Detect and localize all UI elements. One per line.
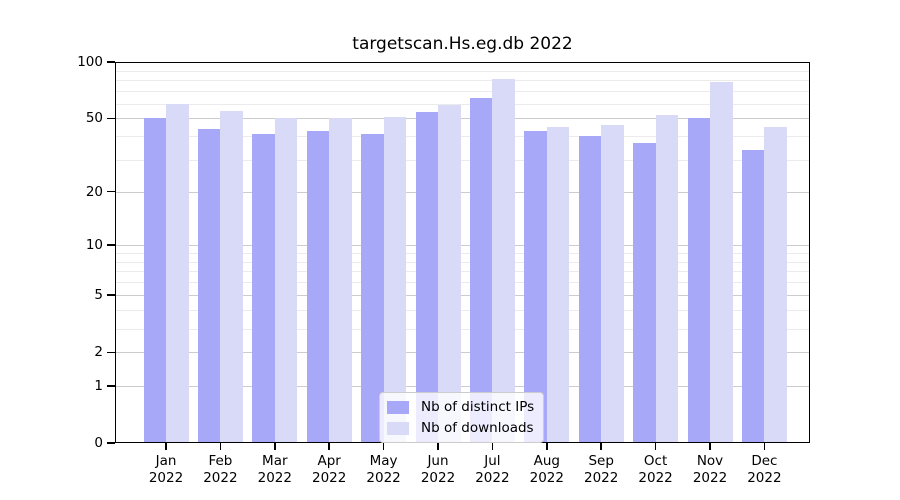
bar-downloads-jan (166, 103, 189, 443)
y-tick-label-2: 2 (94, 344, 103, 361)
y-tick-1 (107, 385, 115, 387)
bar-distinct-ips-dec (741, 149, 765, 443)
gridline-minor-90 (115, 70, 810, 72)
y-tick-20 (107, 190, 115, 193)
legend-label-distinct-ips: Nb of distinct IPs (421, 399, 535, 415)
x-tick-label-oct: Oct 2022 (638, 453, 673, 486)
bar-distinct-ips-sep (578, 136, 602, 443)
x-tick-label-dec: Dec 2022 (747, 453, 782, 486)
legend-item-downloads: Nb of downloads (387, 420, 534, 436)
bar-downloads-feb (220, 110, 243, 443)
bar-distinct-ips-apr (306, 130, 330, 443)
y-tick-50 (107, 117, 115, 120)
bar-downloads-oct (655, 115, 679, 443)
bar-distinct-ips-jan (143, 118, 166, 443)
gridline-minor-80 (115, 80, 810, 82)
y-tick-2 (107, 351, 115, 354)
y-tick-5 (107, 294, 115, 296)
bar-downloads-dec (764, 126, 787, 443)
x-tick-label-may: May 2022 (366, 453, 401, 486)
y-tick-label-10: 10 (85, 237, 103, 254)
gridline-minor-7 (115, 271, 810, 273)
y-tick-label-100: 100 (77, 54, 103, 70)
y-tick-0 (107, 442, 115, 444)
bar-downloads-aug (546, 126, 570, 443)
legend-swatch-downloads (387, 421, 409, 435)
bar-distinct-ips-jul (469, 98, 493, 443)
y-tick-label-0: 0 (94, 435, 103, 451)
gridline-minor-3 (115, 328, 810, 330)
gridline-minor-6 (115, 282, 810, 284)
gridline-minor-4 (115, 310, 810, 312)
bar-downloads-jul (492, 79, 515, 443)
x-tick-label-jan: Jan 2022 (148, 453, 184, 486)
x-tick-label-sep: Sep 2022 (584, 453, 619, 486)
gridline-major-1 (115, 385, 810, 387)
gridline-major-5 (115, 295, 810, 297)
bar-distinct-ips-feb (197, 128, 221, 443)
gridline-minor-30 (115, 159, 810, 161)
x-tick-dec (763, 443, 766, 450)
x-tick-nov (709, 443, 711, 450)
bar-distinct-ips-oct (633, 142, 656, 443)
x-tick-may (382, 443, 385, 450)
bar-downloads-nov (710, 82, 733, 443)
x-tick-label-mar: Mar 2022 (257, 453, 292, 486)
bar-downloads-jun (438, 105, 461, 443)
bar-downloads-may (383, 116, 407, 443)
bar-downloads-mar (274, 118, 298, 443)
y-tick-100 (107, 61, 115, 63)
x-tick-mar (274, 443, 276, 450)
y-tick-label-5: 5 (94, 287, 103, 304)
bar-distinct-ips-nov (687, 118, 710, 443)
x-tick-aug (546, 443, 548, 450)
y-tick-10 (107, 244, 115, 246)
x-tick-label-apr: Apr 2022 (312, 453, 347, 486)
bar-distinct-ips-jun (415, 112, 438, 443)
bar-downloads-sep (601, 125, 624, 443)
gridline-minor-60 (115, 103, 810, 105)
gridline-major-10 (115, 245, 810, 247)
y-tick-label-20: 20 (85, 183, 103, 200)
gridline-minor-9 (115, 252, 810, 254)
chart-title: targetscan.Hs.eg.db 2022 (352, 34, 573, 54)
x-tick-jan (165, 443, 167, 450)
x-tick-jul (491, 443, 494, 450)
x-tick-label-feb: Feb 2022 (203, 453, 238, 486)
bar-downloads-apr (329, 118, 352, 443)
gridline-major-20 (115, 191, 810, 193)
legend: Nb of distinct IPs Nb of downloads (379, 392, 545, 443)
gridline-major-50 (115, 118, 810, 120)
gridline-minor-8 (115, 261, 810, 263)
x-tick-apr (328, 443, 330, 450)
bar-distinct-ips-mar (252, 134, 275, 443)
plot-area (115, 62, 810, 443)
x-tick-jun (437, 443, 439, 450)
x-tick-sep (600, 443, 602, 450)
legend-label-downloads: Nb of downloads (421, 420, 534, 436)
bar-distinct-ips-aug (524, 130, 547, 443)
gridline-minor-70 (115, 91, 810, 93)
x-tick-label-jul: Jul 2022 (475, 453, 510, 486)
gridline-major-2 (115, 352, 810, 354)
bar-distinct-ips-may (361, 134, 384, 443)
legend-item-distinct-ips: Nb of distinct IPs (387, 399, 534, 415)
x-tick-oct (654, 443, 657, 450)
x-tick-label-jun: Jun 2022 (420, 453, 456, 486)
gridline-minor-40 (115, 136, 810, 138)
x-tick-feb (219, 443, 222, 450)
y-tick-label-1: 1 (94, 377, 103, 394)
legend-swatch-distinct-ips (387, 400, 409, 414)
x-tick-label-nov: Nov 2022 (692, 453, 728, 486)
x-tick-label-aug: Aug 2022 (529, 453, 564, 486)
y-tick-label-50: 50 (85, 110, 103, 127)
